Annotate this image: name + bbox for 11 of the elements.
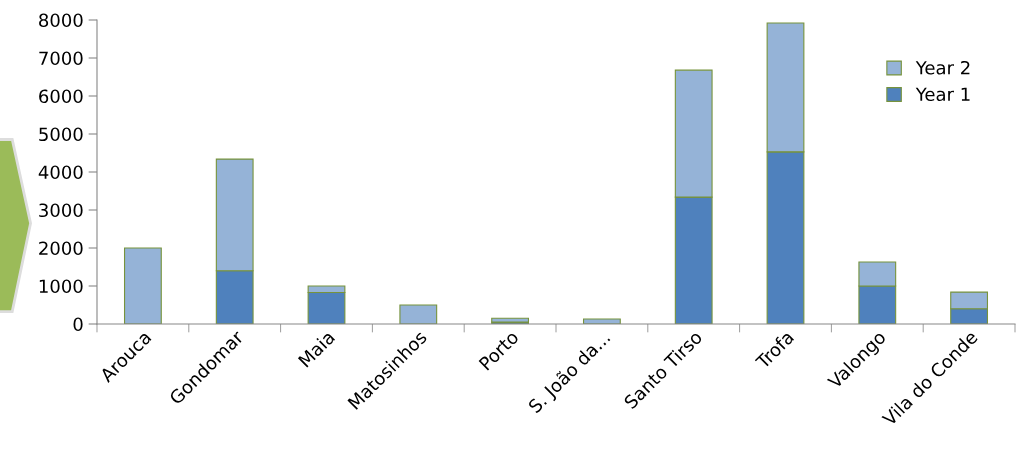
- y-tick-label: 3000: [39, 203, 83, 218]
- legend-label: Year 2: [915, 60, 970, 75]
- y-tick-label: 4000: [38, 165, 83, 180]
- y-tick-label: 6000: [39, 89, 83, 104]
- y-tick-label: 1000: [39, 279, 83, 294]
- legend-label: Year 1: [915, 87, 970, 102]
- y-tick-label: 2000: [39, 241, 83, 256]
- y-tick-label: 5000: [39, 127, 83, 142]
- y-tick-label: 7000: [39, 51, 83, 66]
- y-tick-label: 8000: [39, 13, 83, 28]
- y-tick-label: 0: [73, 317, 83, 332]
